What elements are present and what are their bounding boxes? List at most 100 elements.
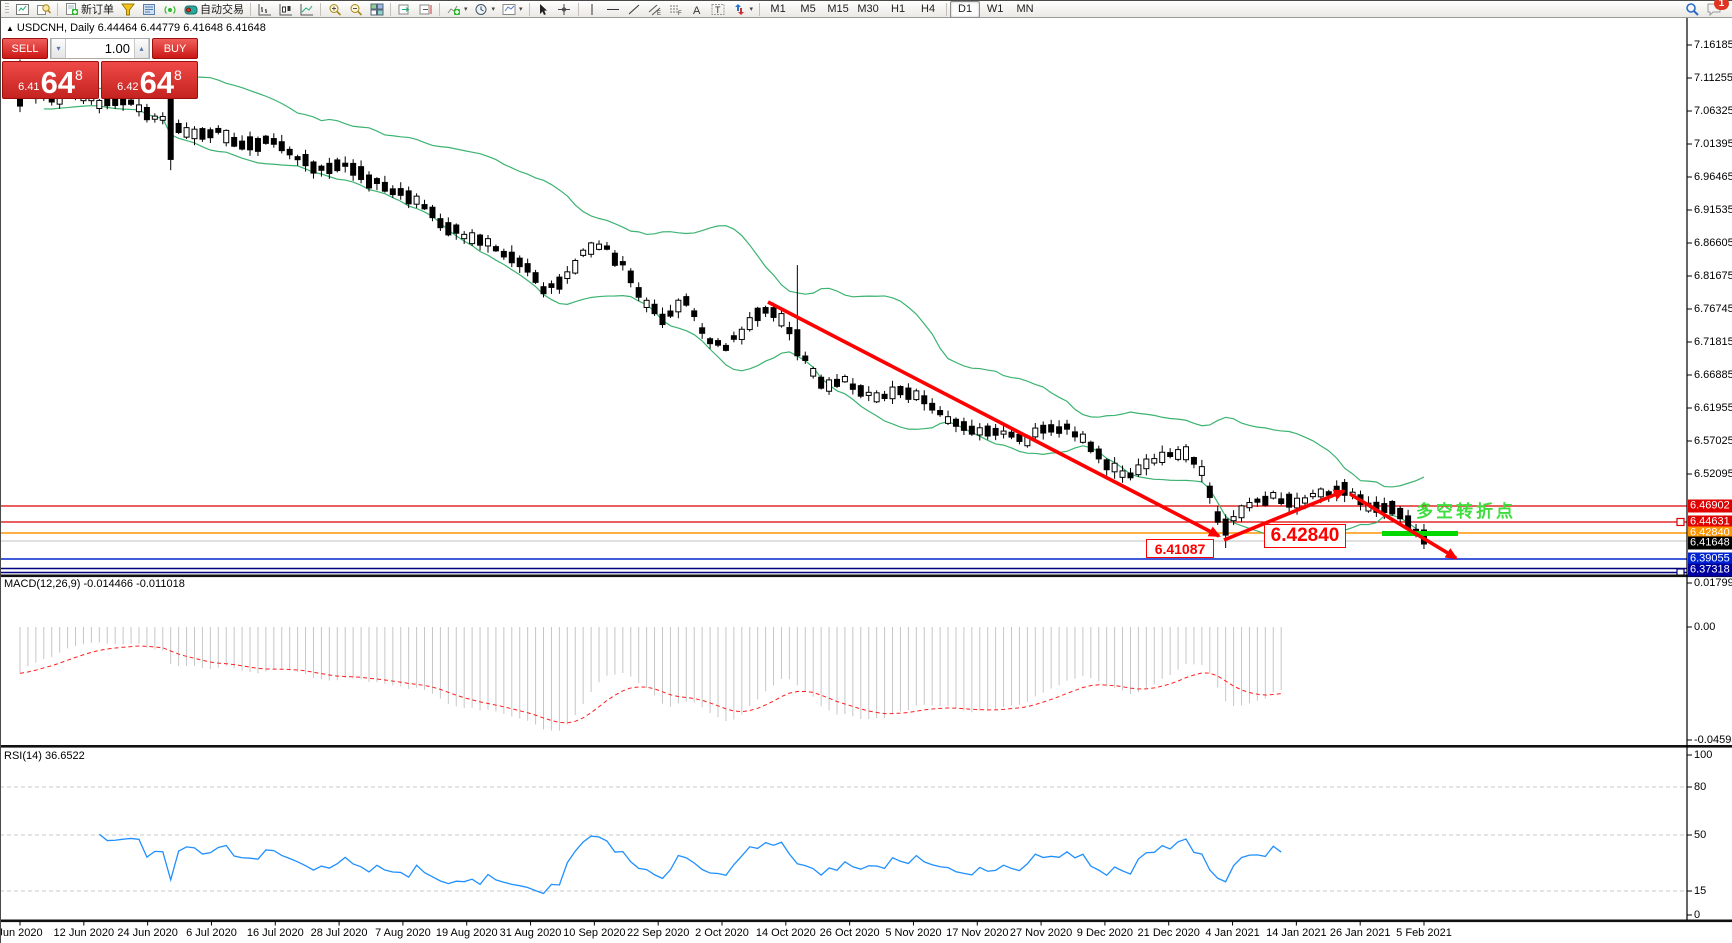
- toolbar-grip[interactable]: [5, 3, 9, 15]
- symbol-ohlc-text: USDCNH, Daily 6.44464 6.44779 6.41648 6.…: [16, 22, 266, 34]
- history-center-button[interactable]: [138, 0, 159, 18]
- timeframe-mn[interactable]: MN: [1016, 3, 1034, 15]
- vertical-line-tool-button[interactable]: [582, 0, 603, 18]
- crosshair-tool-button[interactable]: [554, 0, 575, 18]
- macd-axis-tick: 0.00: [1694, 621, 1716, 633]
- text-tool-button[interactable]: A: [687, 0, 708, 18]
- horizontal-line-icon: [606, 2, 621, 16]
- text-label-icon: T: [711, 2, 726, 16]
- bar-chart-button[interactable]: [254, 0, 275, 18]
- profiles-button[interactable]: [33, 0, 54, 18]
- timeframe-w1[interactable]: W1: [986, 3, 1004, 15]
- market-watch-button[interactable]: [117, 0, 138, 18]
- equidistant-channel-tool-button[interactable]: E: [645, 0, 666, 18]
- auto-scroll-button[interactable]: [394, 0, 415, 18]
- timeframe-d1[interactable]: D1: [950, 0, 981, 18]
- buy-button[interactable]: BUY: [152, 38, 198, 59]
- line-chart-button[interactable]: [296, 0, 317, 18]
- zoom-out-icon: [348, 2, 363, 16]
- fibonacci-tool-button[interactable]: F: [666, 0, 687, 18]
- timeframe-m5[interactable]: M5: [800, 3, 816, 15]
- svg-text:A: A: [693, 5, 701, 16]
- window-frame: [0, 0, 1, 943]
- timeframe-m15[interactable]: M15: [827, 3, 849, 15]
- price-axis-tick: 7.01395: [1694, 138, 1732, 150]
- sell-price-box[interactable]: 6.41 64 8: [2, 61, 99, 99]
- horizontal-line-tool-button[interactable]: [603, 0, 624, 18]
- sell-price-prefix: 6.41: [18, 81, 40, 93]
- date-axis-tick: 27 Nov 2020: [1009, 927, 1073, 939]
- notifications-button[interactable]: 1: [1703, 0, 1729, 18]
- search-button[interactable]: [1682, 0, 1703, 18]
- spin-up-icon: ▴: [139, 44, 144, 53]
- signal-icon: [162, 2, 177, 16]
- date-axis-tick: 31 Aug 2020: [499, 927, 562, 939]
- cursor-tool-button[interactable]: [533, 0, 554, 18]
- date-axis-tick: 5 Nov 2020: [885, 927, 942, 939]
- collapse-arrow-icon[interactable]: ▲: [6, 24, 14, 33]
- date-axis-tick: 5 Feb 2021: [1396, 927, 1452, 939]
- macd-label: MACD(12,26,9) -0.014466 -0.011018: [4, 578, 185, 590]
- autotrading-button[interactable]: 自动交易: [180, 0, 247, 18]
- timeframe-group: M1 M5 M15 M30 H1 H4 D1 W1 MN: [763, 0, 1040, 18]
- arrows-tool-button[interactable]: ▾: [729, 0, 757, 18]
- crosshair-icon: [557, 2, 572, 16]
- timeframe-h4[interactable]: H4: [921, 3, 936, 15]
- signals-button[interactable]: [159, 0, 180, 18]
- new-chart-button[interactable]: [12, 0, 33, 18]
- macd-values: -0.014466 -0.011018: [83, 578, 185, 590]
- periods-button[interactable]: ▾: [471, 0, 499, 18]
- price-tag-6.37318: 6.37318: [1688, 563, 1732, 577]
- dropdown-arrow-icon: ▾: [491, 6, 496, 13]
- timeframe-h1[interactable]: H1: [891, 3, 906, 15]
- new-order-button[interactable]: 新订单: [61, 0, 117, 18]
- dropdown-arrow-icon: ▾: [464, 6, 468, 13]
- history-icon: [141, 2, 156, 16]
- price-annotation-low[interactable]: 6.41087: [1146, 539, 1214, 558]
- price-tag-6.44631: 6.44631: [1688, 515, 1732, 529]
- new-chart-icon: [15, 2, 30, 16]
- rsi-axis-tick: 100: [1694, 749, 1713, 761]
- date-axis-tick: 26 Jan 2021: [1329, 927, 1391, 939]
- zoom-out-button[interactable]: [345, 0, 366, 18]
- date-axis-tick: 26 Oct 2020: [819, 927, 880, 939]
- buy-price-prefix: 6.42: [117, 81, 139, 93]
- volume-input[interactable]: [66, 39, 134, 58]
- date-axis-tick: Jun 2020: [0, 927, 43, 939]
- clock-icon: [474, 2, 489, 16]
- volume-down-button[interactable]: ▾: [51, 39, 66, 58]
- timeframe-m30[interactable]: M30: [857, 3, 879, 15]
- candlestick-chart-button[interactable]: [275, 0, 296, 18]
- rsi-axis-tick: 50: [1694, 829, 1707, 841]
- tile-windows-button[interactable]: [366, 0, 387, 18]
- tile-windows-icon: [369, 2, 384, 16]
- date-axis-tick: 10 Sep 2020: [563, 927, 626, 939]
- svg-text:E: E: [657, 11, 661, 16]
- timeframe-m1[interactable]: M1: [770, 3, 786, 15]
- spin-down-icon: ▾: [56, 44, 61, 53]
- templates-button[interactable]: ▾: [498, 0, 526, 18]
- buy-price-box[interactable]: 6.42 64 8: [101, 61, 198, 99]
- date-axis-tick: 14 Oct 2020: [755, 927, 816, 939]
- sell-button[interactable]: SELL: [2, 38, 48, 59]
- template-icon: [501, 2, 516, 16]
- price-axis-tick: 6.66885: [1694, 369, 1732, 381]
- text-label-tool-button[interactable]: T: [708, 0, 729, 18]
- svg-text:T: T: [715, 5, 721, 15]
- volume-up-button[interactable]: ▴: [134, 39, 149, 58]
- zoom-in-button[interactable]: [324, 0, 345, 18]
- price-annotation-mid[interactable]: 6.42840: [1264, 524, 1346, 548]
- symbol-header: ▲ USDCNH, Daily 6.44464 6.44779 6.41648 6…: [6, 22, 266, 34]
- indicators-icon: [446, 2, 461, 16]
- indicators-button[interactable]: ▾: [443, 0, 471, 18]
- price-axis-tick: 6.91535: [1694, 204, 1732, 216]
- chart-shift-button[interactable]: [415, 0, 436, 18]
- price-axis-tick: 7.11255: [1694, 72, 1732, 84]
- svg-text:F: F: [678, 11, 682, 16]
- date-axis-tick: 16 Jul 2020: [246, 927, 304, 939]
- turning-point-annotation[interactable]: 多空转折点: [1416, 502, 1516, 521]
- trendline-tool-button[interactable]: [624, 0, 645, 18]
- price-axis-tick: 6.76745: [1694, 303, 1732, 315]
